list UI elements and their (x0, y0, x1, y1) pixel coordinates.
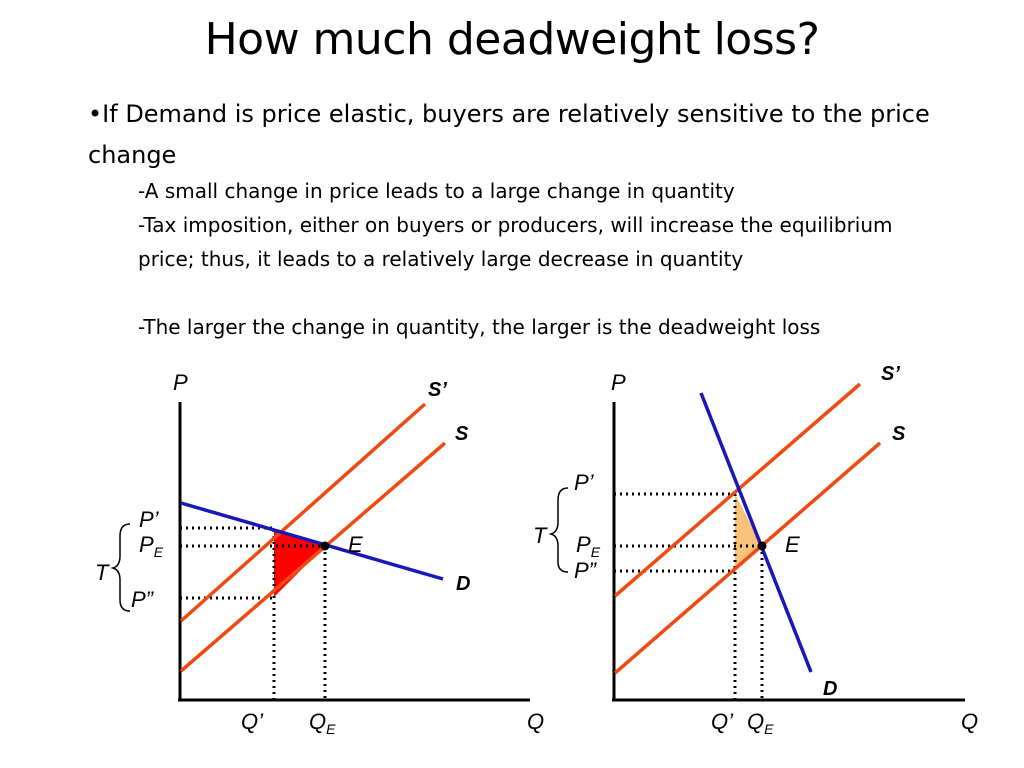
right-qe-label: QE (747, 709, 774, 737)
right-supply-line (613, 441, 882, 675)
right-supply-label: S (892, 423, 906, 445)
bullet-text: If Demand is price elastic, buyers are r… (88, 100, 930, 169)
left-equilibrium-point (320, 541, 330, 551)
left-x-axis-label: Q (527, 709, 544, 734)
right-demand-label: D (823, 678, 837, 700)
right-supply-shifted-label: S’ (881, 363, 900, 385)
left-price-seller-label: P” (131, 587, 155, 612)
right-diagram: P Q S’ S D E P’ PE P” T Q’ QE (533, 363, 978, 737)
right-price-seller-label: P” (574, 558, 598, 583)
right-equilibrium-point (757, 541, 767, 551)
left-qe-label: QE (309, 709, 336, 737)
right-tax-brace (548, 487, 569, 573)
right-price-eq-label: PE (576, 532, 601, 560)
left-supply-shifted-label: S’ (428, 379, 447, 401)
left-tax-label: T (95, 560, 110, 585)
right-demand-line (699, 392, 813, 673)
right-x-axis-label: Q (961, 709, 978, 734)
sub-point-3: -The larger the change in quantity, the … (138, 315, 821, 339)
sub-point-2: -Tax imposition, either on buyers or pro… (138, 213, 893, 271)
right-price-buyer-label: P’ (574, 470, 595, 495)
left-equilibrium-label: E (348, 532, 363, 557)
left-demand-label: D (456, 573, 470, 595)
right-equilibrium-label: E (785, 532, 800, 557)
left-supply-shifted-line (179, 402, 427, 623)
right-q-prime-label: Q’ (711, 709, 734, 734)
left-price-buyer-label: P’ (139, 507, 160, 532)
bullet-point: •If Demand is price elastic, buyers are … (88, 94, 938, 176)
bullet-marker: • (88, 100, 103, 128)
left-tax-brace (110, 523, 131, 612)
left-y-axis-label: P (173, 370, 188, 395)
left-supply-line (179, 441, 447, 673)
slide-title: How much deadweight loss? (204, 14, 820, 65)
left-demand-line (180, 501, 444, 581)
left-deadweight-triangle (274, 530, 325, 597)
left-q-prime-label: Q’ (241, 709, 264, 734)
left-supply-label: S (455, 423, 469, 445)
right-tax-label: T (533, 523, 548, 548)
left-diagram: P Q S’ S D E P’ PE P” T Q’ QE (95, 370, 544, 737)
sub-point-1: -A small change in price leads to a larg… (138, 179, 735, 203)
left-price-eq-label: PE (139, 532, 164, 560)
right-y-axis-label: P (611, 370, 626, 395)
